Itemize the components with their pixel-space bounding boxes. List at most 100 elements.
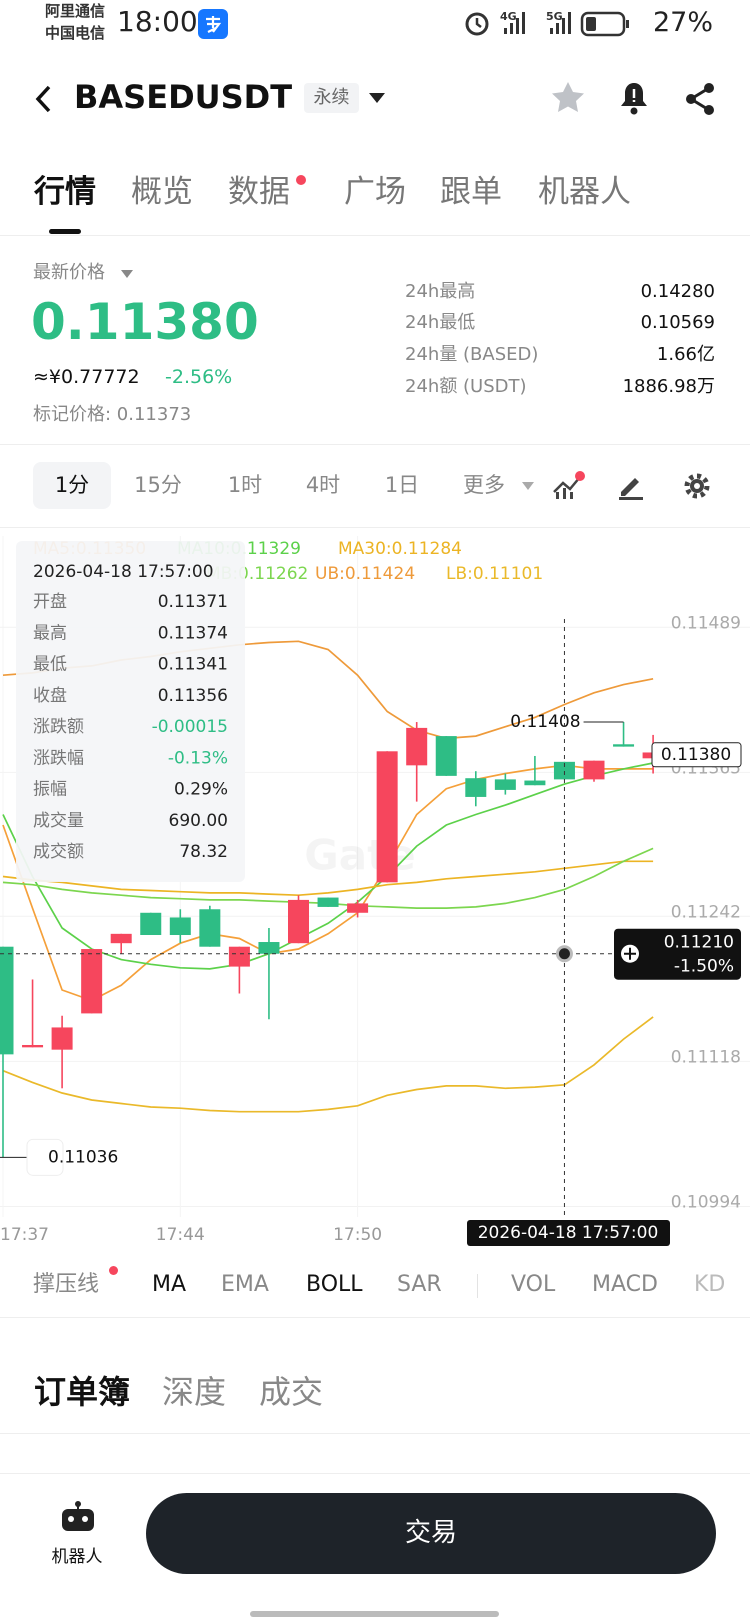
home-indicator	[250, 1611, 499, 1617]
tooltip-value: 0.11374	[158, 623, 228, 643]
reset-button	[26, 1138, 64, 1176]
tooltip	[16, 541, 245, 882]
draw-icon[interactable]	[617, 472, 645, 500]
tooltip-label: 成交额	[33, 842, 84, 862]
indicator-icon[interactable]	[552, 470, 586, 500]
price-label: 最新价格	[33, 262, 105, 283]
timeframe[interactable]: 1日	[384, 473, 420, 497]
divider	[0, 1433, 750, 1434]
timeframe[interactable]: 更多	[463, 473, 505, 497]
alipay-icon	[198, 9, 228, 39]
candle-body	[406, 727, 428, 766]
timeframe[interactable]: 4时	[305, 473, 341, 497]
book-tab[interactable]: 订单簿	[34, 1373, 131, 1411]
candle-body	[347, 903, 369, 913]
tab[interactable]: 数据	[228, 174, 290, 210]
tooltip-label: 最高	[33, 623, 67, 643]
candle-body	[465, 778, 487, 797]
tab[interactable]: 跟单	[440, 174, 502, 210]
candle-body	[613, 744, 635, 747]
robot-label[interactable]: 机器人	[51, 1547, 103, 1567]
mark-price: 标记价格: 0.11373	[33, 404, 192, 425]
x-tick-label: 17:37	[0, 1225, 49, 1245]
dropdown-arrow[interactable]	[522, 482, 534, 490]
indicator-line	[2, 1016, 654, 1113]
candle-body	[583, 760, 605, 780]
last-price-label: 0.11380	[661, 745, 731, 765]
indicator-tab[interactable]: SAR	[397, 1272, 442, 1297]
book-tab[interactable]: 成交	[259, 1373, 324, 1411]
crosshair-dot	[555, 945, 573, 963]
indicator-tab[interactable]: KD	[694, 1272, 726, 1297]
candle-body	[524, 780, 546, 786]
indicator-tab[interactable]: MA	[152, 1272, 187, 1297]
stat-value: 0.10569	[640, 312, 715, 333]
timeframe[interactable]: 1分	[54, 473, 90, 497]
divider	[0, 235, 750, 236]
favorite-icon[interactable]	[550, 80, 586, 116]
indicator-tab[interactable]: MACD	[592, 1272, 658, 1297]
divider	[477, 1274, 478, 1298]
clock: 18:00	[117, 5, 198, 38]
watermark: Gate	[304, 831, 415, 880]
stat-value: 0.14280	[640, 281, 715, 302]
indicator-tab[interactable]: 撑压线	[33, 1272, 100, 1297]
tab[interactable]: 机器人	[538, 174, 631, 210]
divider	[0, 444, 750, 445]
indicator-tab[interactable]: VOL	[511, 1272, 556, 1297]
add-order-icon	[624, 947, 636, 960]
x-tick-label: 17:50	[333, 1225, 382, 1245]
stat-label: 24h量 (BASED)	[405, 344, 539, 365]
tooltip-label: 振幅	[33, 780, 67, 800]
indicator-tab[interactable]: EMA	[221, 1272, 269, 1297]
legend-entry: UB:0.11424	[315, 564, 415, 584]
candle-body	[435, 736, 457, 776]
divider	[0, 1317, 750, 1318]
crosshair-time: 2026-04-18 17:57:00	[478, 1223, 659, 1243]
tab[interactable]: 行情	[34, 174, 96, 210]
settings-icon[interactable]	[683, 472, 711, 500]
back-button[interactable]	[32, 84, 56, 114]
stat-value: 1886.98万	[622, 376, 715, 397]
price-change: -2.56%	[165, 366, 233, 388]
trade-button-label[interactable]: 交易	[404, 1518, 457, 1548]
tooltip-value: 0.11371	[158, 592, 228, 612]
network-label: 4G	[500, 10, 517, 23]
robot-icon[interactable]	[60, 1500, 96, 1534]
alert-icon[interactable]	[618, 80, 650, 116]
crosshair-time-box	[467, 1220, 670, 1246]
tab[interactable]: 概览	[131, 174, 193, 210]
stat-label: 24h最低	[405, 312, 476, 333]
trade-button[interactable]	[146, 1493, 716, 1574]
candlestick-chart: 17:3717:4417:50Gate0.114890.113650.11242…	[0, 536, 750, 1246]
stat-value: 1.66亿	[656, 344, 715, 365]
tab[interactable]: 广场	[344, 174, 406, 210]
share-icon[interactable]	[684, 82, 716, 116]
tooltip-label: 最低	[33, 655, 67, 675]
tooltip-value: 690.00	[169, 811, 228, 831]
legend-entry: LB:0.11101	[446, 564, 543, 584]
timeframe[interactable]: 1时	[227, 473, 263, 497]
timeframe[interactable]: 15分	[134, 473, 182, 497]
candle-body	[140, 912, 162, 936]
indicator-tab[interactable]: BOLL	[306, 1272, 363, 1297]
tooltip-value: 0.11356	[158, 686, 228, 706]
candle-body	[376, 751, 398, 883]
badge-dot	[296, 175, 306, 185]
candle-body	[199, 909, 221, 947]
network-label: 5G	[546, 10, 563, 23]
tooltip-value: 0.11341	[158, 655, 228, 675]
dropdown-arrow[interactable]	[121, 270, 133, 278]
indicator-line	[2, 860, 654, 897]
last-price-box	[651, 742, 742, 768]
book-tab[interactable]: 深度	[162, 1373, 227, 1411]
candle-body	[81, 949, 103, 1014]
candle-body	[0, 946, 14, 1055]
tooltip-value: -0.00015	[152, 717, 228, 737]
crosshair-change: -1.50%	[674, 957, 734, 977]
candle-body	[317, 897, 339, 907]
carrier: 阿里通信	[45, 2, 106, 20]
dropdown-arrow[interactable]	[368, 92, 386, 104]
status-icons: 4G 5G	[465, 10, 629, 37]
